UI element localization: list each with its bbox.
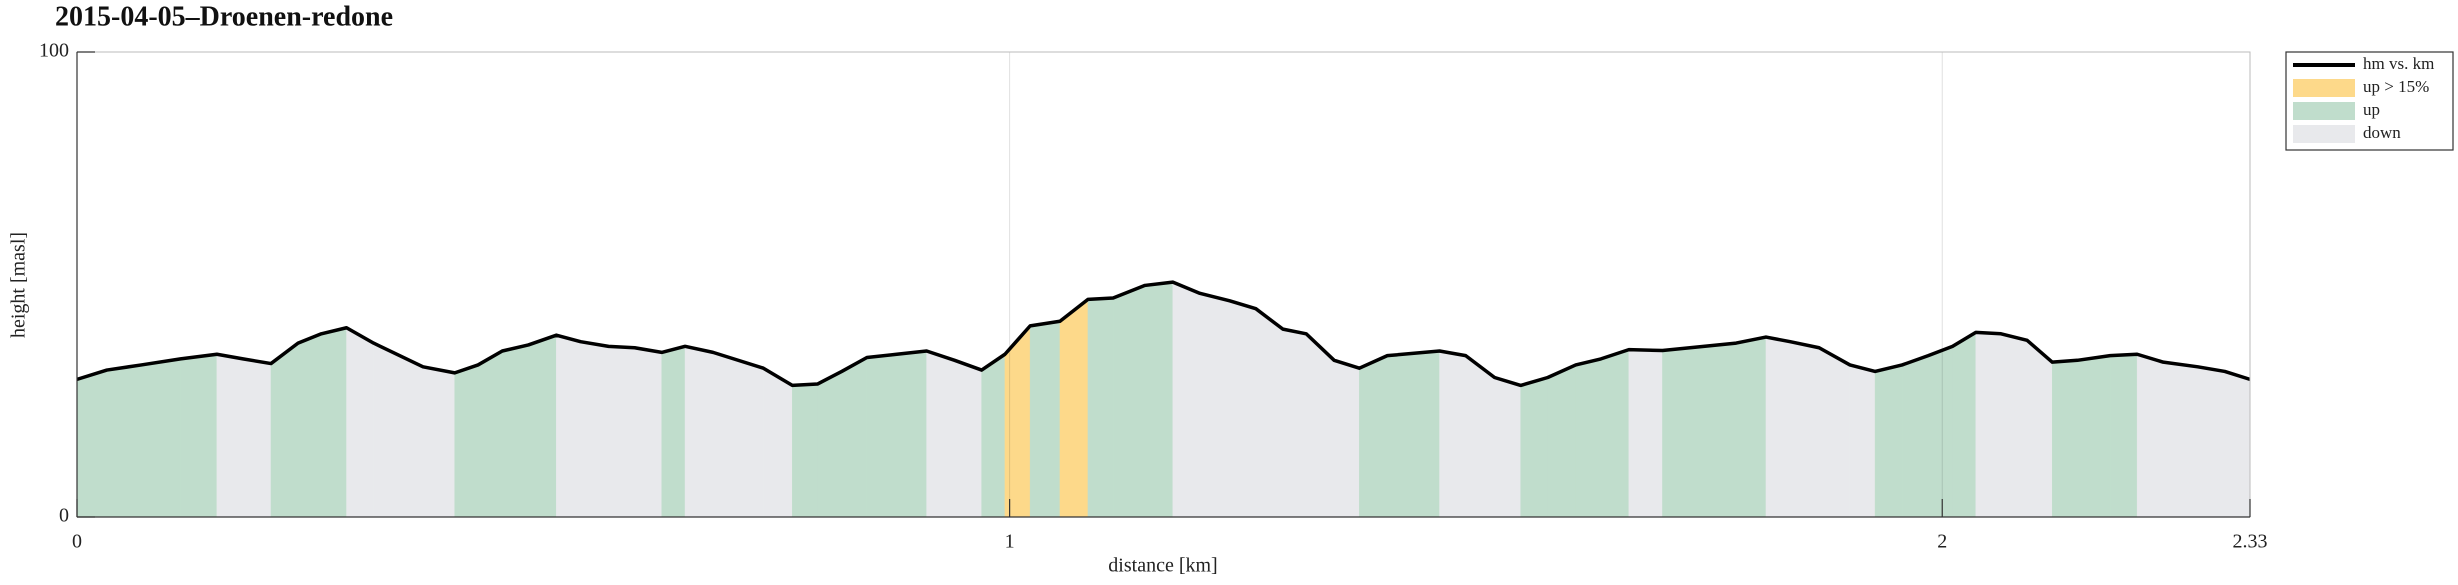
y-tick-label: 100 <box>39 40 69 62</box>
x-axis-label: distance [km] <box>1108 555 1217 577</box>
segment-fill <box>1282 328 1307 518</box>
x-tick-label: 0 <box>72 531 82 553</box>
segment-fill <box>242 358 272 518</box>
segment-fill <box>1059 298 1089 518</box>
segment-fill <box>454 364 479 518</box>
segment-fill <box>1662 342 1737 518</box>
segment-fill <box>1199 293 1230 518</box>
segment-fill <box>141 358 181 518</box>
segment-fill <box>1229 300 1257 518</box>
segment-fill <box>608 346 635 518</box>
segment-fill <box>2000 333 2028 518</box>
segment-fill <box>1112 285 1146 518</box>
segment-fill <box>1359 355 1388 518</box>
segment-fill <box>1547 364 1576 518</box>
legend-label: up <box>2363 100 2380 119</box>
x-tick-label: 2 <box>1937 531 1947 553</box>
segment-fill <box>2224 371 2251 518</box>
segment-fill <box>297 333 322 518</box>
segment-fill <box>1172 281 1201 518</box>
segment-fill <box>1789 341 1820 518</box>
segment-fill <box>926 350 955 518</box>
segment-fill <box>180 353 218 518</box>
segment-fill <box>2163 361 2199 518</box>
segment-fill <box>661 346 686 518</box>
segment-fill <box>477 350 503 518</box>
segment-fill <box>817 371 842 518</box>
segment-fill <box>1818 347 1851 518</box>
segment-fill <box>556 334 581 518</box>
segment-fill <box>1494 377 1521 518</box>
segment-fill <box>580 341 609 518</box>
segment-fill <box>1029 320 1061 518</box>
segment-fill <box>1087 297 1114 518</box>
segment-fill <box>841 357 868 518</box>
chart-title: 2015-04-05–Droenen-redone <box>55 1 393 32</box>
legend-label: hm vs. km <box>2363 54 2434 73</box>
segment-fill <box>763 367 793 518</box>
segment-fill <box>373 342 424 518</box>
legend-label: down <box>2363 123 2401 142</box>
segment-fill <box>1387 350 1440 518</box>
legend-label: up > 15% <box>2363 77 2429 96</box>
segment-fill <box>2136 353 2164 518</box>
segment-fill <box>1975 332 2002 518</box>
segment-fill <box>1333 359 1360 518</box>
segment-fill <box>981 353 1006 518</box>
segment-fill <box>270 342 299 518</box>
segment-fill <box>2077 355 2111 518</box>
segment-fill <box>1004 325 1031 518</box>
segment-fill <box>896 350 927 518</box>
segment-fill <box>1575 358 1602 518</box>
segment-fill <box>1765 336 1791 518</box>
segment-fill <box>2026 339 2053 518</box>
segment-fill <box>1927 345 1953 518</box>
x-tick-label: 2.33 <box>2233 531 2268 553</box>
segment-fill <box>216 353 244 518</box>
segment-fill <box>1628 349 1663 518</box>
segment-fill <box>1305 333 1335 518</box>
segment-fill <box>1144 281 1174 518</box>
segment-fill <box>2197 366 2226 518</box>
segment-fill <box>1874 364 1903 518</box>
x-tick-label: 1 <box>1005 531 1015 553</box>
segment-fill <box>106 364 142 518</box>
legend-swatch <box>2293 125 2355 143</box>
segment-fill <box>1520 377 1548 518</box>
segment-fill <box>321 327 347 518</box>
legend-swatch <box>2293 79 2355 97</box>
segment-fill <box>1735 336 1767 518</box>
segment-fill <box>2109 353 2138 518</box>
segment-fill <box>422 366 455 518</box>
segment-fill <box>1255 308 1284 518</box>
segment-fill <box>1439 350 1466 518</box>
segment-fill <box>866 353 898 518</box>
y-axis-label: height [masl] <box>8 232 30 338</box>
segment-fill <box>684 346 714 518</box>
legend-swatch <box>2293 102 2355 120</box>
segment-fill <box>528 334 557 518</box>
profile-line <box>76 280 2251 388</box>
segment-fill <box>634 347 663 518</box>
segment-fill <box>1600 349 1630 518</box>
segment-fill <box>502 344 529 518</box>
segment-fill <box>712 352 764 518</box>
segment-fill <box>76 369 108 518</box>
segment-fill <box>346 327 374 518</box>
segment-fill <box>1901 355 1929 518</box>
segment-fill <box>954 359 982 518</box>
segment-fill <box>1465 355 1495 518</box>
segment-fill <box>792 383 818 518</box>
segment-fill <box>1952 331 1977 518</box>
segment-fill <box>1849 364 1876 518</box>
y-tick-label: 0 <box>59 505 69 527</box>
segment-fill <box>2052 360 2078 518</box>
